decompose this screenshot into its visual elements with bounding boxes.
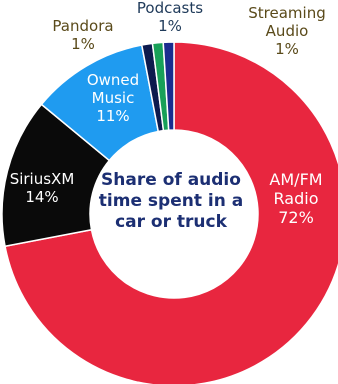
label-siriusxm: SiriusXM 14% [10, 170, 75, 206]
center-title: Share of audio time spent in a car or truc… [99, 170, 243, 232]
label-podcasts: Podcasts 1% [137, 0, 203, 35]
slice-am-fm-radio [4, 41, 338, 384]
slice-other-streaming-audio [162, 41, 175, 131]
label-other-streaming-audio: OtherStreamingAudio1% [248, 0, 325, 58]
label-pandora: Pandora 1% [52, 17, 113, 53]
donut-slices [1, 41, 338, 384]
slice-labels-inside: AM/FM Radio 72% SiriusXM 14% Owned Music 11% [10, 71, 323, 227]
label-owned-music: Owned Music 11% [87, 71, 139, 125]
label-am-fm-radio: AM/FM Radio 72% [269, 170, 322, 227]
